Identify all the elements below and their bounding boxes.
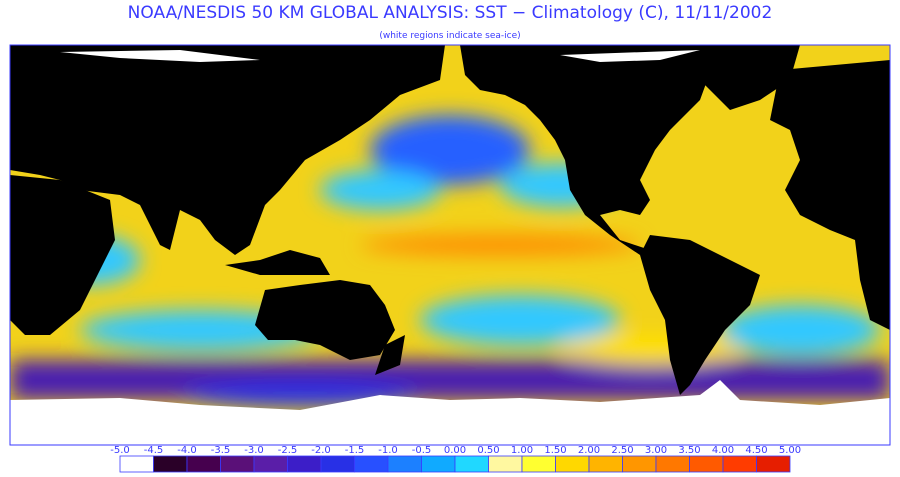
legend-label: -2.0: [311, 445, 331, 456]
legend-label: -1.0: [378, 445, 398, 456]
legend-swatch: [555, 455, 590, 473]
map-frame: [9, 44, 891, 446]
subtitle: (white regions indicate sea-ice): [379, 31, 520, 41]
legend-swatch: [488, 455, 523, 473]
legend-swatch: [588, 455, 623, 473]
legend-label: 0.00: [444, 445, 466, 456]
legend-label: 0.50: [477, 445, 499, 456]
legend-swatch: [655, 455, 690, 473]
legend-label: -4.5: [144, 445, 164, 456]
legend-swatch: [521, 455, 556, 473]
legend-swatch: [722, 455, 757, 473]
legend-label: 2.50: [611, 445, 633, 456]
new-zealand: [375, 335, 405, 375]
legend-swatch: [253, 455, 288, 473]
legend-label: 5.00: [779, 445, 801, 456]
legend-swatch: [387, 455, 422, 473]
legend-swatch: [756, 455, 791, 473]
legend-swatch: [320, 455, 355, 473]
legend-swatch: [421, 455, 456, 473]
legend-label: 4.00: [712, 445, 734, 456]
arctic-ice: [60, 50, 700, 62]
color-legend: -5.0 -4.5 -4.0 -3.5 -3.0 -2.5 -2.0 -1.5 -1.0 -0.5…: [110, 445, 801, 473]
legend-label: 4.50: [745, 445, 767, 456]
legend-label: -0.5: [412, 445, 432, 456]
south-america: [640, 235, 760, 395]
north-america: [460, 45, 720, 255]
legend-label: -5.0: [110, 445, 130, 456]
legend-label: -1.5: [345, 445, 365, 456]
legend-swatch: [354, 455, 389, 473]
africa-east: [10, 175, 115, 335]
legend-label: -2.5: [278, 445, 298, 456]
legend-label: -4.0: [177, 445, 197, 456]
legend-swatch: [186, 455, 221, 473]
maritime-continent: [225, 250, 330, 275]
legend-swatch: [454, 455, 489, 473]
land: [10, 45, 890, 395]
europe-africa-west: [770, 60, 890, 330]
antarctica-ice: [10, 380, 890, 445]
legend-swatch: [622, 455, 657, 473]
australia: [255, 280, 395, 360]
legend-swatch: [119, 455, 154, 473]
legend-label: 1.00: [511, 445, 533, 456]
legend-swatch: [287, 455, 322, 473]
legend-label: 3.50: [678, 445, 700, 456]
legend-label: 2.00: [578, 445, 600, 456]
legend-label: -3.0: [244, 445, 264, 456]
legend-swatch: [220, 455, 255, 473]
anomaly-field: [10, 115, 890, 407]
eurasia: [10, 45, 445, 255]
greenland: [700, 45, 800, 110]
legend-label: 1.50: [544, 445, 566, 456]
legend-label: -3.5: [211, 445, 231, 456]
title: NOAA/NESDIS 50 KM GLOBAL ANALYSIS: SST −…: [128, 3, 773, 23]
legend-swatch: [153, 455, 188, 473]
legend-label: 3.00: [645, 445, 667, 456]
legend-swatch: [689, 455, 724, 473]
sst-map: [10, 45, 890, 445]
